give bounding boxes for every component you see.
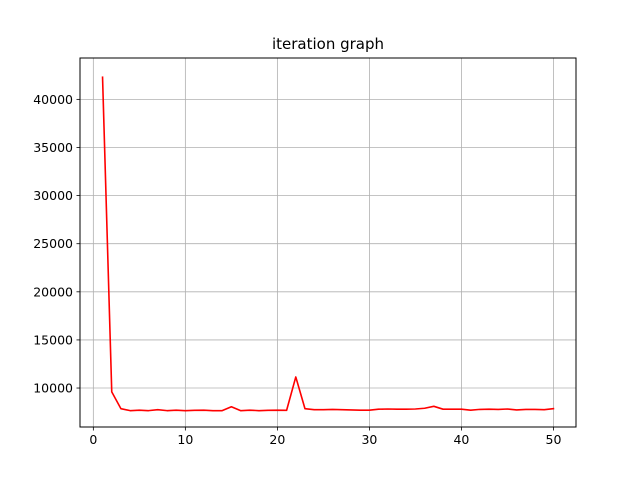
y-tick-label: 20000 <box>33 284 73 299</box>
ticks: 0 10 20 30 40 50 10000 15000 20000 25000 30000 3500… <box>33 92 561 447</box>
x-tick-label: 20 <box>269 432 285 447</box>
series-layer <box>101 76 555 412</box>
chart-title: iteration graph <box>272 35 384 53</box>
x-tick-label: 30 <box>361 432 377 447</box>
grid <box>80 58 576 427</box>
y-tick-label: 10000 <box>33 381 73 396</box>
y-tick-label: 25000 <box>33 236 73 251</box>
series-line <box>101 76 555 412</box>
x-tick-label: 0 <box>89 432 97 447</box>
x-tick-label: 50 <box>546 432 562 447</box>
x-tick-label: 40 <box>453 432 469 447</box>
axes-frame <box>79 57 577 428</box>
x-tick-label: 10 <box>177 432 193 447</box>
y-tick-label: 30000 <box>33 188 73 203</box>
y-tick-label: 40000 <box>33 92 73 107</box>
y-tick-label: 35000 <box>33 140 73 155</box>
y-tick-label: 15000 <box>33 332 73 347</box>
